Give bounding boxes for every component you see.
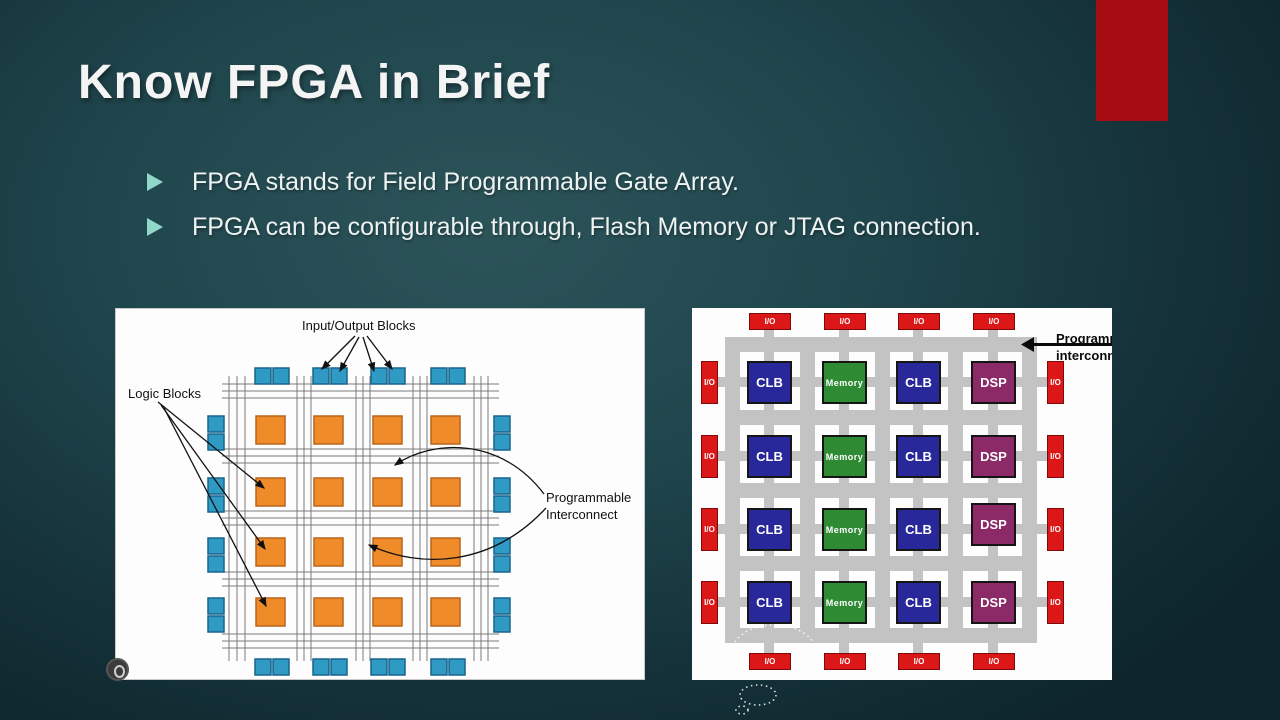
io-block: I/O [1047, 435, 1064, 478]
accent-bar [1096, 0, 1168, 121]
fpga-fabric-svg: Input/Output Blocks Logic Blocks Program… [128, 318, 631, 676]
io-block: I/O [701, 508, 718, 551]
memory-block: Memory [822, 435, 867, 478]
io-block: I/O [824, 313, 866, 330]
label-io-blocks: Input/Output Blocks [302, 318, 416, 333]
bullet-item: FPGA can be configurable through, Flash … [147, 213, 981, 242]
interconnect-stub [839, 329, 849, 655]
interconnect-stub [717, 451, 1049, 461]
interconnect-stub [717, 597, 1049, 607]
io-block: I/O [701, 361, 718, 404]
clb-block: CLB [747, 508, 792, 551]
bullet-arrow-icon [147, 218, 163, 236]
clb-block: CLB [896, 435, 941, 478]
bullet-item: FPGA stands for Field Programmable Gate … [147, 168, 739, 197]
clb-block: CLB [896, 581, 941, 624]
interconnect-band [725, 410, 1037, 425]
io-block: I/O [973, 313, 1015, 330]
io-block: I/O [1047, 508, 1064, 551]
memory-block: Memory [822, 361, 867, 404]
interconnect-stub [913, 329, 923, 655]
interconnect-grid [222, 376, 499, 661]
interconnect-band [725, 628, 1037, 643]
label-programmable-interconnect: Programm interconn [1056, 330, 1112, 364]
cloud-watermark-icon [731, 624, 817, 715]
io-block: I/O [898, 653, 940, 670]
label-programmable: Programmable [546, 490, 631, 505]
label-logic-blocks: Logic Blocks [128, 386, 201, 401]
clb-block: CLB [747, 581, 792, 624]
interconnect-stub [764, 329, 774, 655]
label-line: Programm [1056, 331, 1112, 346]
io-block: I/O [898, 313, 940, 330]
callout-arrow-line [1033, 343, 1112, 346]
io-block: I/O [749, 653, 791, 670]
io-block: I/O [973, 653, 1015, 670]
io-block: I/O [824, 653, 866, 670]
label-line: interconn [1056, 348, 1112, 363]
interconnect-stub [988, 329, 998, 655]
bullet-text: FPGA can be configurable through, Flash … [192, 213, 981, 241]
dsp-block: DSP [971, 361, 1016, 404]
fpga-fabric-diagram: Input/Output Blocks Logic Blocks Program… [115, 308, 645, 680]
clb-block: CLB [747, 361, 792, 404]
logic-blocks [255, 415, 461, 627]
label-interconnect: Interconnect [546, 507, 618, 522]
io-block: I/O [749, 313, 791, 330]
dsp-block: DSP [971, 503, 1016, 546]
io-block: I/O [1047, 581, 1064, 624]
interconnect-band [725, 556, 1037, 571]
bullet-text: FPGA stands for Field Programmable Gate … [192, 168, 739, 196]
io-block: I/O [701, 581, 718, 624]
page-title: Know FPGA in Brief [78, 56, 551, 109]
corner-badge-icon [106, 658, 129, 681]
dsp-block: DSP [971, 581, 1016, 624]
clb-block: CLB [896, 508, 941, 551]
annotation-arrows [157, 335, 547, 608]
interconnect-band [725, 337, 1037, 352]
memory-block: Memory [822, 581, 867, 624]
io-block: I/O [701, 435, 718, 478]
dsp-block: DSP [971, 435, 1016, 478]
clb-block: CLB [896, 361, 941, 404]
memory-block: Memory [822, 508, 867, 551]
interconnect-band [725, 483, 1037, 498]
interconnect-stub [717, 377, 1049, 387]
clb-block: CLB [747, 435, 792, 478]
interconnect-stub [717, 524, 1049, 534]
bullet-arrow-icon [147, 173, 163, 191]
io-block: I/O [1047, 361, 1064, 404]
fpga-block-diagram: CLB Memory CLB DSP CLB Memory CLB DSP CL… [692, 308, 1112, 680]
io-squares [207, 367, 511, 676]
